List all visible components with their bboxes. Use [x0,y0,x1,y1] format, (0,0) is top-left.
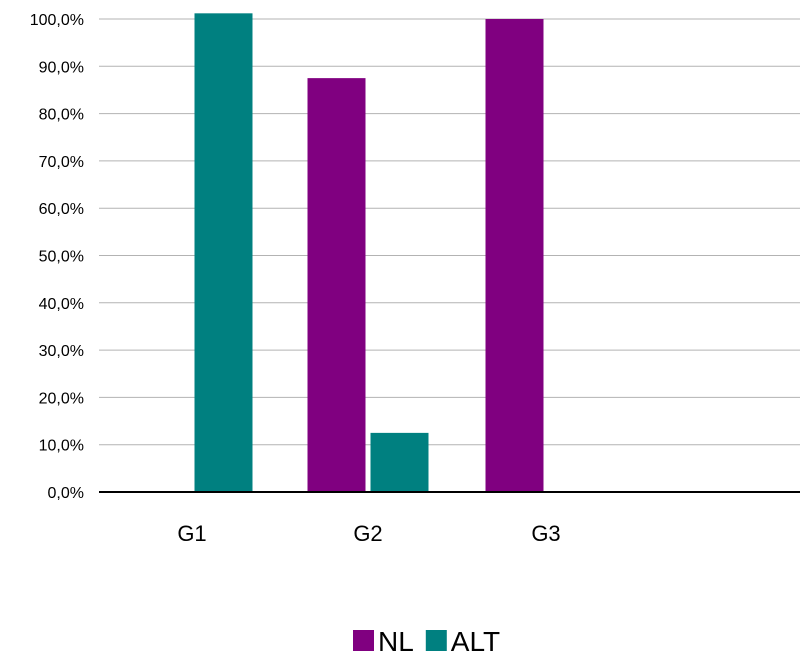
legend: NL ALT [353,626,500,657]
bar-nl-g2 [307,78,366,492]
y-tick-label: 80,0% [39,107,84,124]
y-tick-label: 20,0% [39,390,84,407]
bars [194,13,544,492]
x-axis-category-labels: G1 G2 G3 [177,521,560,546]
bar-alt-g2 [370,432,429,492]
y-axis-tick-labels: 0,0% 10,0% 20,0% 30,0% 40,0% 50,0% 60,0% 70,0% 8… [30,12,84,502]
y-tick-label: 100,0% [30,12,84,29]
y-tick-label: 10,0% [39,438,84,455]
x-category-label: G2 [353,521,382,546]
bar-nl-g3 [485,19,544,492]
y-tick-label: 50,0% [39,249,84,266]
legend-label-nl: NL [378,626,414,657]
y-tick-label: 0,0% [48,485,84,502]
legend-swatch-alt [425,630,447,651]
y-tick-label: 60,0% [39,201,84,218]
x-category-label: G1 [177,521,206,546]
legend-label-alt: ALT [451,626,500,657]
bar-alt-g1 [194,13,253,492]
y-tick-label: 90,0% [39,59,84,76]
y-tick-label: 40,0% [39,296,84,313]
legend-swatch-nl [353,630,374,651]
y-tick-label: 70,0% [39,154,84,171]
y-tick-label: 30,0% [39,343,84,360]
x-category-label: G3 [531,521,560,546]
